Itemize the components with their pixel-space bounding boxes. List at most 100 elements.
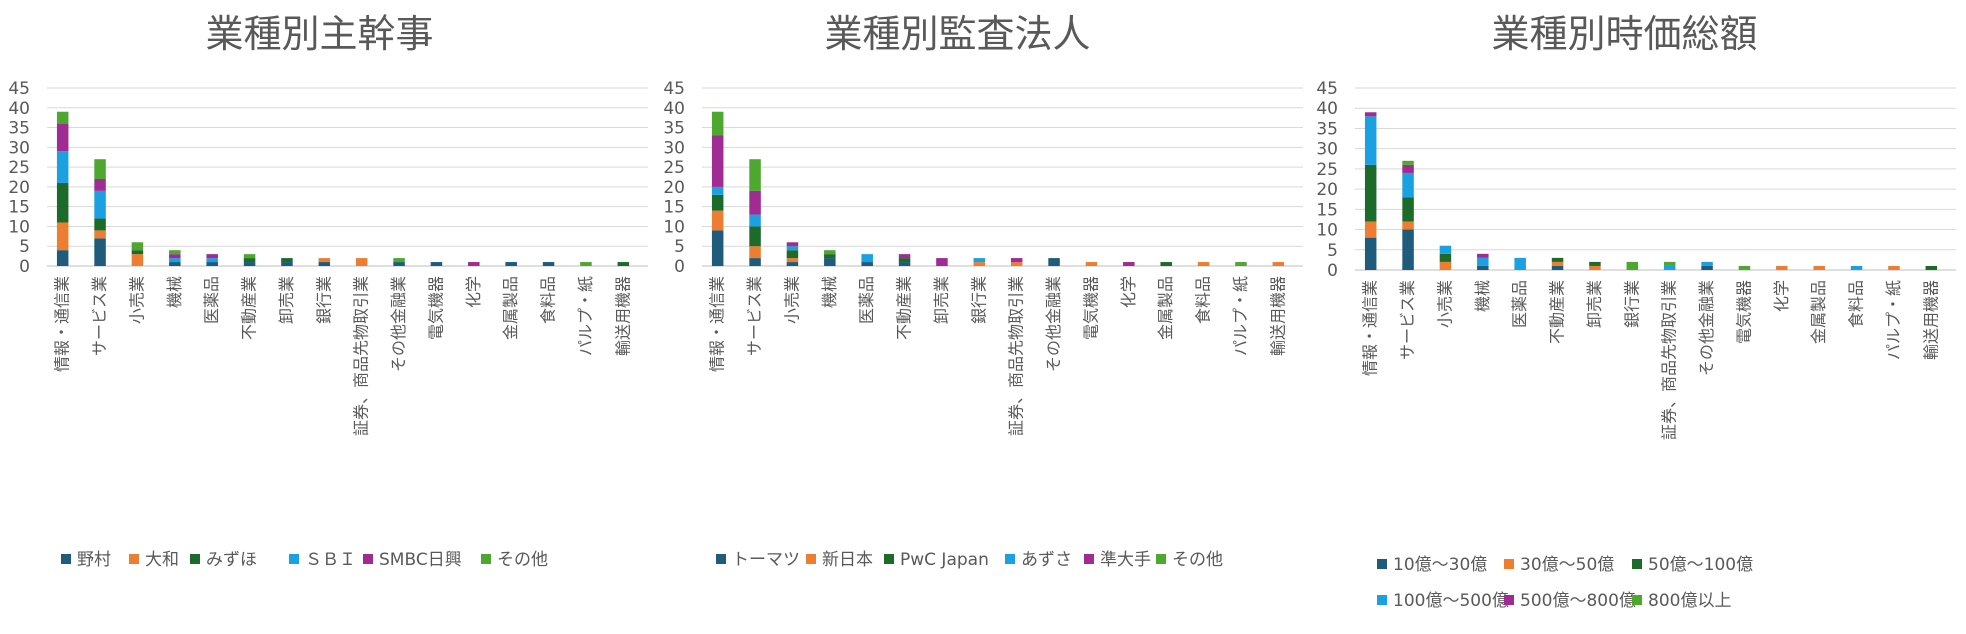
legend-item: 準大手	[1084, 550, 1151, 570]
category-label: 電気機器	[1734, 280, 1753, 344]
legend-item: その他	[481, 550, 548, 570]
bar-segment	[94, 218, 106, 231]
chart-title-audit-firm: 業種別監査法人	[824, 12, 1090, 56]
category-label: サービス業	[1398, 280, 1417, 360]
category-label: 食料品	[539, 276, 558, 324]
category-label: 金属製品	[1809, 280, 1828, 344]
category-label: 卸売業	[1585, 280, 1604, 328]
category-label: 卸売業	[932, 276, 951, 324]
y-tick-label: 35	[663, 119, 685, 139]
legend-item: みずほ	[190, 550, 257, 570]
bar-segment	[1439, 261, 1452, 270]
category-label: 医薬品	[857, 276, 876, 324]
category-label: その他金融業	[1697, 280, 1716, 376]
y-tick-label: 0	[19, 257, 30, 277]
y-tick-label: 25	[8, 158, 30, 178]
bar-segment	[1402, 221, 1414, 230]
legend-label: 10億～30億	[1393, 555, 1487, 575]
bar-segment	[1701, 265, 1713, 270]
bar-segment	[786, 250, 799, 259]
y-tick-label: 30	[8, 138, 30, 158]
bar-segment	[749, 226, 761, 247]
bar-segment	[56, 222, 69, 251]
bar-segment	[580, 262, 592, 266]
bar-segment	[786, 262, 799, 266]
y-tick-label: 15	[663, 198, 685, 218]
bar-segment	[94, 190, 106, 219]
y-tick-label: 20	[8, 178, 30, 198]
legend-label: 500億～800億	[1520, 591, 1636, 611]
category-label: その他金融業	[389, 276, 408, 372]
bar-segment	[711, 186, 724, 195]
y-tick-label: 10	[1316, 221, 1338, 241]
bar-segment	[936, 258, 948, 266]
bar-segment	[94, 178, 106, 191]
bar-segment	[749, 258, 761, 266]
bar-segment	[1010, 258, 1023, 263]
bar-segment	[1364, 116, 1377, 165]
bar-segment	[542, 262, 555, 266]
y-tick-label: 15	[1316, 200, 1338, 220]
bar-segment	[1738, 265, 1751, 270]
bar-segment	[1364, 237, 1377, 270]
category-label: 化学	[1772, 280, 1791, 312]
bar-segment	[1477, 253, 1489, 258]
bar-segment	[1364, 164, 1377, 222]
bar-segment	[1402, 160, 1414, 165]
chart-title-market-cap: 業種別時価総額	[1491, 12, 1757, 56]
category-label: 小売業	[1435, 280, 1454, 328]
y-tick-label: 25	[663, 158, 685, 178]
y-tick-label: 15	[8, 198, 30, 218]
bar-segment	[1402, 164, 1414, 173]
legend-item: あずさ	[1005, 550, 1072, 570]
bar-segment	[1888, 265, 1900, 270]
bar-segment	[786, 242, 799, 247]
bar-segment	[1701, 261, 1713, 266]
bar-segment	[749, 214, 761, 227]
category-label: パルプ・紙	[1884, 280, 1903, 360]
category-label: 化学	[1119, 276, 1138, 308]
bar-segment	[1010, 262, 1023, 266]
bar-segment	[1589, 265, 1601, 270]
bar-segment	[94, 159, 106, 179]
legend-label: その他	[1172, 550, 1223, 570]
bar-segment	[56, 182, 69, 223]
category-label: 不動産業	[240, 276, 259, 340]
y-tick-label: 45	[1316, 79, 1338, 99]
legend-label: 50億～100億	[1648, 555, 1753, 575]
legend-swatch	[61, 554, 71, 564]
category-label: 情報・通信業	[708, 276, 727, 372]
bar-segment	[393, 262, 405, 266]
bar-segment	[1364, 221, 1377, 238]
legend-item: 100億～500億	[1377, 591, 1509, 611]
bar-segment	[393, 258, 405, 263]
bar-segment	[711, 230, 724, 266]
bar-segment	[94, 230, 106, 239]
bar-segment	[1364, 112, 1377, 117]
chart-title-main-underwriter: 業種別主幹事	[205, 12, 433, 56]
legend-item: トーマツ	[716, 550, 800, 570]
category-label: 証券、商品先物取引業	[1660, 280, 1679, 440]
legend-swatch	[289, 554, 299, 564]
y-tick-label: 10	[663, 217, 685, 237]
bar-segment	[898, 254, 911, 259]
legend-swatch	[716, 554, 726, 564]
category-label: 小売業	[127, 276, 146, 324]
legend-item: 大和	[129, 550, 179, 570]
bar-segment	[1123, 262, 1135, 266]
bar-segment	[169, 262, 181, 266]
bar-segment	[786, 246, 799, 251]
legend-swatch	[1504, 559, 1514, 569]
legend-label: 準大手	[1100, 550, 1151, 570]
bar-segment	[1776, 265, 1788, 270]
legend-item: 野村	[61, 550, 111, 570]
bar-segment	[1514, 257, 1526, 270]
category-label: 医薬品	[1510, 280, 1529, 328]
category-label: 小売業	[782, 276, 801, 324]
y-tick-label: 20	[1316, 180, 1338, 200]
legend-swatch	[129, 554, 139, 564]
category-label: 銀行業	[969, 276, 988, 324]
category-label: 電気機器	[1081, 276, 1100, 340]
legend-label: 新日本	[822, 550, 873, 570]
